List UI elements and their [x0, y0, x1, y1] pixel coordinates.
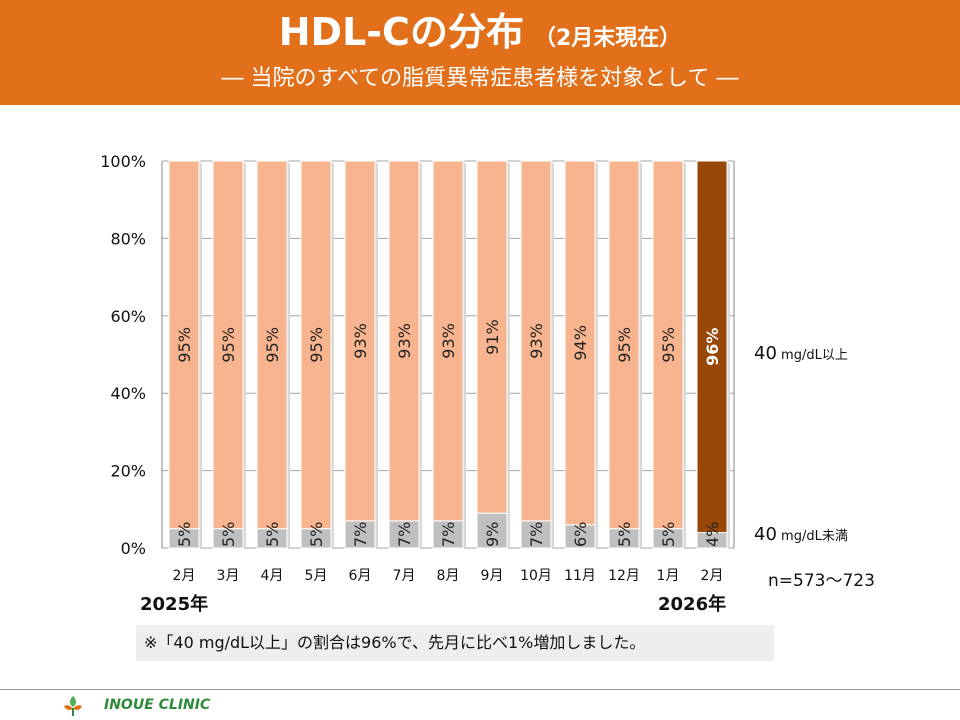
y-tick-label: 40%: [110, 384, 146, 403]
bar-upper-segment: [696, 160, 728, 534]
bar-upper-segment: [168, 160, 200, 530]
data-label-lower: 5%: [175, 522, 194, 547]
sample-size-label: n=573～723: [768, 571, 875, 591]
bar-lower-segment: [520, 520, 552, 549]
bar-upper-segment: [476, 160, 508, 514]
page-subtitle: ― 当院のすべての脂質異常症患者様を対象として ―: [221, 66, 739, 91]
legend-lower-value: 40: [754, 524, 777, 545]
data-label-upper: 91%: [483, 319, 502, 355]
legend-upper-value: 40: [754, 343, 777, 364]
x-tick-label: 8月: [437, 568, 460, 584]
year-end-label: 2026年: [658, 594, 727, 615]
bar-upper-segment: [344, 160, 376, 522]
data-label-lower: 5%: [615, 522, 634, 547]
data-label-lower: 6%: [571, 522, 590, 547]
data-label-lower: 5%: [263, 522, 282, 547]
title-main: HDL-Cの分布: [278, 10, 524, 54]
y-tick-label: 80%: [110, 229, 146, 248]
data-label-upper: 95%: [263, 327, 282, 363]
data-label-upper: 95%: [307, 327, 326, 363]
data-label-lower: 5%: [307, 522, 326, 547]
x-tick-label: 4月: [261, 568, 284, 584]
summary-note: ※「40 mg/dL以上」の割合は96%で、先月に比べ1%増加しました。: [136, 625, 774, 661]
title-date: （2月末現在）: [533, 26, 682, 51]
data-label-upper: 93%: [351, 323, 370, 359]
data-label-upper: 93%: [439, 323, 458, 359]
data-label-lower: 4%: [703, 522, 722, 547]
x-tick-label: 5月: [305, 568, 328, 584]
x-tick-label: 1月: [657, 568, 680, 584]
bar-upper-segment: [256, 160, 288, 530]
data-label-lower: 7%: [439, 522, 458, 547]
data-label-upper: 95%: [659, 327, 678, 363]
data-label-lower: 7%: [527, 522, 546, 547]
data-label-lower: 5%: [219, 522, 238, 547]
x-tick-label: 2月: [701, 568, 724, 584]
x-tick-label: 2月: [173, 568, 196, 584]
legend-upper-unit: mg/dL以上: [776, 348, 848, 363]
data-label-upper: 95%: [615, 327, 634, 363]
bar-upper-segment: [564, 160, 596, 526]
data-label-lower: 9%: [483, 522, 502, 547]
legend-lower-unit: mg/dL未満: [776, 529, 848, 544]
y-tick-label: 0%: [121, 539, 146, 558]
y-tick-label: 100%: [100, 152, 146, 171]
x-tick-label: 6月: [349, 568, 372, 584]
x-tick-label: 12月: [608, 568, 640, 584]
x-tick-label: 11月: [564, 568, 596, 584]
x-tick-label: 3月: [217, 568, 240, 584]
data-label-upper: 96%: [703, 328, 722, 366]
bar-lower-segment: [432, 520, 464, 549]
clinic-logo-icon: [64, 696, 82, 716]
bar-upper-segment: [388, 160, 420, 522]
bar-upper-segment: [212, 160, 244, 530]
footer-divider: [0, 689, 960, 690]
year-start-label: 2025年: [140, 594, 209, 615]
data-label-upper: 95%: [219, 327, 238, 363]
bar-lower-segment: [388, 520, 420, 549]
data-label-lower: 7%: [351, 522, 370, 547]
data-label-lower: 7%: [395, 522, 414, 547]
bar-upper-segment: [432, 160, 464, 522]
y-tick-label: 20%: [110, 462, 146, 481]
page-title: HDL-Cの分布 （2月末現在）: [0, 6, 960, 65]
stacked-bar-chart: 0% 20% 40% 60% 80% 100% 95% 5% 2月 95% 5% 3月 95% 5% 4月 9…: [100, 152, 735, 584]
header-banner: HDL-Cの分布 （2月末現在） ― 当院のすべての脂質異常症患者様を対象として …: [0, 0, 960, 105]
legend-upper: 40 mg/dL以上: [754, 343, 848, 364]
bar-upper-segment: [608, 160, 640, 530]
y-tick-label: 60%: [110, 307, 146, 326]
bar-upper-segment: [652, 160, 684, 530]
clinic-name: INOUE CLINIC: [104, 697, 211, 713]
bar-upper-segment: [520, 160, 552, 522]
data-label-upper: 93%: [527, 323, 546, 359]
data-label-upper: 93%: [395, 323, 414, 359]
bar-upper-segment: [300, 160, 332, 530]
data-label-upper: 95%: [175, 327, 194, 363]
x-tick-label: 10月: [520, 568, 552, 584]
data-label-upper: 94%: [571, 325, 590, 361]
x-tick-label: 7月: [393, 568, 416, 584]
legend-lower: 40 mg/dL未満: [754, 524, 848, 545]
x-tick-label: 9月: [481, 568, 504, 584]
data-label-lower: 5%: [659, 522, 678, 547]
